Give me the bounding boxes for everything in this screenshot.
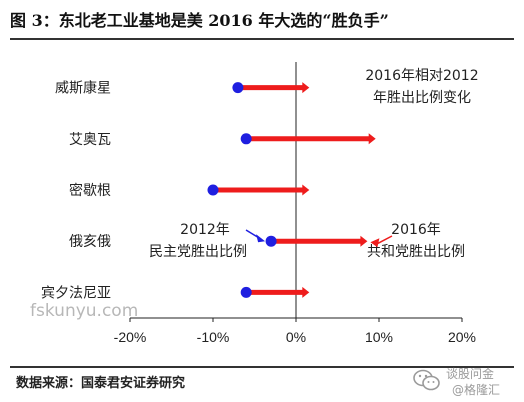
annotation-2012-line1: 2012年: [180, 222, 230, 238]
category-label: 宾夕法尼亚: [41, 285, 111, 301]
category-label: 艾奥瓦: [69, 131, 111, 148]
annotation-2016-pointer-head: [370, 238, 380, 248]
wechat-icon: [413, 369, 440, 391]
change-arrowhead: [302, 184, 310, 196]
change-arrowhead: [368, 133, 376, 145]
category-label: 俄亥俄: [69, 234, 111, 250]
x-tick-label: 0%: [286, 329, 306, 345]
x-tick-label: 10%: [365, 329, 393, 345]
category-label: 密歇根: [69, 182, 111, 199]
change-arrowhead: [302, 286, 310, 298]
change-arrowhead: [302, 82, 310, 94]
legend-note-line: 年胜出比例变化: [373, 90, 471, 106]
source-divider: [10, 366, 514, 368]
start-2012-dot: [207, 184, 219, 196]
source-note: 数据来源：国泰君安证券研究: [16, 376, 186, 391]
annotation-2016-line2: 共和党胜出比例: [367, 244, 465, 260]
start-2012-dot: [232, 82, 244, 94]
annotation-2016-line1: 2016年: [391, 222, 441, 238]
start-2012-dot: [240, 286, 252, 298]
x-tick-label: 20%: [448, 329, 476, 345]
wechat-account-name: 谈股问金: [446, 367, 495, 381]
annotation-2012-pointer-head: [256, 234, 266, 243]
start-2012-dot: [265, 235, 277, 247]
category-label: 威斯康星: [55, 80, 111, 97]
annotation-2012-line2: 民主党胜出比例: [149, 244, 247, 260]
watermark: fskunyu.com: [30, 301, 139, 321]
start-2012-dot: [240, 133, 252, 145]
wechat-account-handle: @格隆汇: [452, 383, 501, 397]
title-divider: [10, 38, 514, 40]
annotation-2016-pointer: [376, 235, 393, 245]
change-arrowhead: [360, 235, 368, 247]
legend-note-line: 2016年相对2012: [365, 68, 478, 84]
x-tick-label: -10%: [197, 329, 230, 345]
x-tick-label: -20%: [114, 329, 147, 345]
figure-title: 图 3：东北老工业基地是美 2016 年大选的“胜负手”: [10, 11, 389, 30]
